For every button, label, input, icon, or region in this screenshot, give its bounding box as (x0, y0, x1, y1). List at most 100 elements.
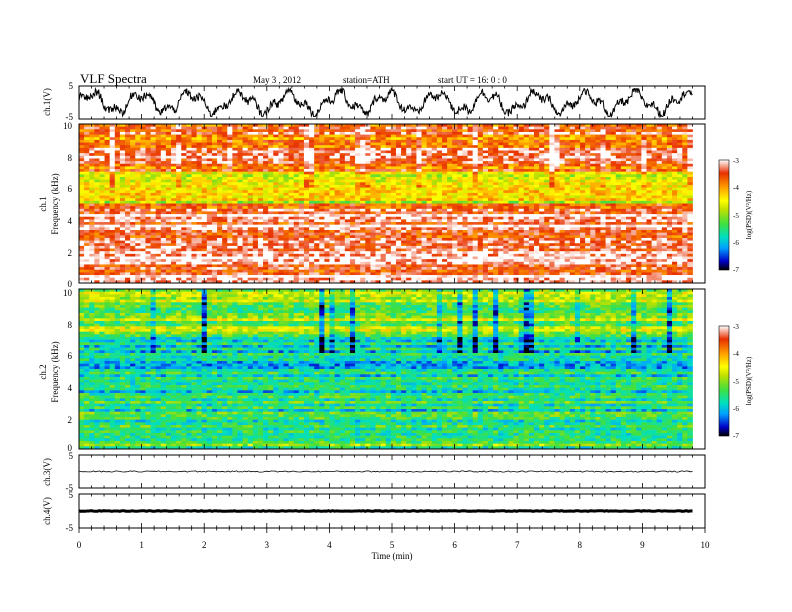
ch1-spectrogram-cell (590, 169, 596, 173)
ch1-spectrogram-cell (263, 184, 269, 188)
ch1-spectrogram-cell (232, 126, 238, 130)
ch1-spectrogram-cell (165, 155, 172, 159)
ch1-spectrogram-cell (181, 214, 187, 218)
ch1-spectrogram-cell (186, 219, 192, 223)
ch1-spectrogram-cell (462, 230, 468, 234)
ch1-spectrogram-cell (278, 219, 284, 223)
ch1-spectrogram-cell (252, 129, 259, 133)
ch1-spectrogram-cell (319, 182, 325, 186)
ch1-spectrogram-cell (467, 150, 474, 154)
ch1-spectrogram-cell (595, 182, 601, 186)
ch1-spectrogram-cell (528, 166, 535, 170)
ch1-spectrogram-cell (539, 208, 545, 212)
ch1-spectrogram-cell (191, 216, 197, 220)
ch1-spectrogram-cell (401, 216, 407, 220)
ch1-spectrogram-cell (661, 203, 668, 207)
ch1-spectrogram-cell (508, 211, 514, 215)
ch1-spectrogram-cell (303, 182, 310, 186)
ch1-spectrogram-cell (283, 158, 289, 162)
ch1-spectrogram-cell (651, 216, 658, 220)
ch1-spectrogram-cell (385, 227, 392, 231)
ch1-spectrogram-cell (257, 195, 264, 199)
ch1-spectrogram-cell (513, 177, 520, 181)
ch1-spectrogram-cell (493, 150, 499, 154)
ch1-spectrogram-cell (365, 211, 371, 215)
ch1-spectrogram-cell (421, 153, 428, 157)
ch1-spectrogram-cell (493, 184, 499, 188)
ch1-spectrogram-cell (324, 137, 330, 141)
ch1-spectrogram-cell (580, 208, 586, 212)
ch1-spectrogram-cell (298, 224, 305, 228)
ch1-spectrogram-cell (651, 129, 658, 133)
ch1-spectrogram-cell (247, 198, 254, 202)
ch1-spectrogram-cell (441, 190, 448, 194)
ch1-spectrogram-cell (140, 134, 146, 138)
ch1-spectrogram-cell (242, 187, 249, 191)
ch1-spectrogram-cell (227, 161, 233, 165)
ch1-spectrogram-cell (349, 126, 356, 130)
ch1-spectrogram-cell (406, 126, 412, 130)
ch1-spectrogram-cell (477, 182, 484, 186)
ch1-spectrogram-cell (119, 203, 126, 207)
ch1-spectrogram-cell (462, 214, 468, 218)
ch1-spectrogram-cell (467, 174, 474, 178)
ch1-spectrogram-cell (569, 211, 576, 215)
ch1-spectrogram-cell (620, 166, 627, 170)
ch1-spectrogram-cell (549, 150, 555, 154)
ch1-spectrogram-cell (349, 158, 356, 162)
ch1-spectrogram-cell (160, 150, 167, 154)
ch1-spectrogram-cell (636, 184, 642, 188)
ch1-spectrogram-cell (534, 153, 540, 157)
ch1-spectrogram-cell (656, 179, 663, 183)
ch1-spectrogram-cell (406, 147, 412, 151)
ch1-spectrogram-cell (672, 137, 678, 141)
ch1-spectrogram-cell (559, 126, 566, 130)
ch1-spectrogram-cell (610, 214, 617, 218)
ch1-spectrogram-cell (385, 208, 392, 212)
ch1-spectrogram-cell (268, 214, 274, 218)
ch1-spectrogram-cell (309, 163, 315, 167)
ch1-spectrogram-cell (298, 155, 305, 159)
ch1-spectrogram-cell (150, 174, 157, 178)
ch1-spectrogram-cell (477, 161, 484, 165)
ch1-spectrogram-cell (252, 155, 259, 159)
ch1-spectrogram-cell (452, 145, 458, 149)
ch1-spectrogram-cell (329, 184, 336, 188)
ch1-spectrogram-cell (191, 182, 197, 186)
ch1-spectrogram-cell (94, 206, 100, 210)
ch1-spectrogram-cell (666, 166, 673, 170)
ch1-spectrogram-cell (390, 126, 397, 130)
ch1-spectrogram-cell (104, 158, 111, 162)
ch1-spectrogram-cell (395, 219, 402, 223)
ch1-spectrogram-cell (477, 192, 484, 196)
ch1-spectrogram-cell (145, 163, 151, 167)
ch1-spectrogram-cell (145, 208, 151, 212)
ch1-spectrogram-cell (672, 177, 678, 181)
ch1-spectrogram-cell (237, 129, 243, 133)
ch1-spectrogram-cell (89, 161, 95, 165)
ch1-spectrogram-cell (569, 169, 576, 173)
ch1-spectrogram-cell (324, 179, 330, 183)
ch1-spectrogram-cell (467, 134, 474, 138)
ch1-spectrogram-cell (109, 155, 116, 159)
ch1-spectrogram-cell (534, 195, 540, 199)
ch1-spectrogram-cell (196, 206, 203, 210)
ch1-spectrogram-cell (580, 219, 586, 223)
ch1-spectrogram-cell (416, 145, 422, 149)
ch1-spectrogram-cell (441, 137, 448, 141)
ch1-spectrogram-cell (677, 161, 683, 165)
ch1-spectrogram-cell (666, 129, 673, 133)
ch1-spectrogram-cell (227, 232, 233, 236)
ch1-spectrogram-cell (380, 155, 387, 159)
ch1-spectrogram-cell (365, 198, 371, 202)
ch1-spectrogram-cell (580, 182, 586, 186)
ch1-spectrogram-cell (503, 158, 509, 162)
ch1-spectrogram-cell (651, 206, 658, 210)
ch1-spectrogram-cell (217, 158, 223, 162)
ch1-spectrogram-cell (600, 147, 606, 151)
ch1-spectrogram-cell (431, 182, 438, 186)
ch1-spectrogram-cell (232, 124, 238, 128)
ch1-spectrogram-cell (232, 163, 238, 167)
ch1-spectrogram-cell (472, 145, 479, 149)
ch1-spectrogram-cell (293, 190, 300, 194)
